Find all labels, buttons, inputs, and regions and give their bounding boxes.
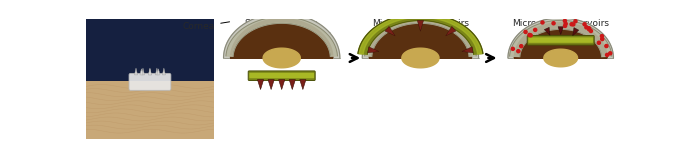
Circle shape	[528, 33, 531, 37]
Polygon shape	[364, 17, 476, 56]
Circle shape	[588, 28, 590, 31]
Circle shape	[583, 23, 586, 26]
Polygon shape	[268, 80, 274, 90]
Polygon shape	[231, 19, 333, 58]
Polygon shape	[86, 19, 214, 89]
Text: Self-implantable
micro-drug-reservoirs: Self-implantable micro-drug-reservoirs	[233, 20, 331, 39]
Polygon shape	[544, 49, 577, 67]
Circle shape	[563, 19, 566, 22]
Polygon shape	[462, 47, 473, 53]
FancyBboxPatch shape	[248, 71, 315, 80]
Polygon shape	[417, 20, 423, 31]
Polygon shape	[134, 68, 138, 75]
Text: Anterior chamber: Anterior chamber	[238, 40, 318, 57]
Text: Micro-drug-reservoirs
insertion and
implantation: Micro-drug-reservoirs insertion and impl…	[372, 20, 469, 49]
Circle shape	[600, 35, 603, 38]
Circle shape	[606, 53, 609, 56]
Polygon shape	[508, 18, 613, 58]
Polygon shape	[362, 13, 479, 58]
Polygon shape	[446, 26, 456, 36]
Circle shape	[534, 28, 537, 32]
Circle shape	[516, 50, 520, 53]
Circle shape	[585, 26, 588, 29]
Circle shape	[597, 41, 601, 44]
Polygon shape	[279, 80, 285, 90]
Text: Micro-drug-reservoirs
in cornea for
ocular drug delivery: Micro-drug-reservoirs in cornea for ocul…	[512, 20, 609, 49]
Circle shape	[511, 47, 514, 50]
Polygon shape	[140, 69, 143, 75]
Polygon shape	[402, 48, 439, 68]
FancyBboxPatch shape	[249, 73, 314, 78]
Polygon shape	[258, 80, 264, 90]
Circle shape	[572, 23, 575, 26]
Circle shape	[520, 45, 523, 48]
Circle shape	[529, 34, 532, 37]
Polygon shape	[157, 69, 160, 75]
Polygon shape	[368, 47, 379, 53]
Circle shape	[574, 20, 577, 23]
FancyBboxPatch shape	[129, 73, 171, 90]
FancyBboxPatch shape	[527, 36, 594, 45]
FancyBboxPatch shape	[528, 37, 593, 43]
Polygon shape	[162, 68, 166, 75]
Polygon shape	[369, 19, 471, 58]
Circle shape	[601, 38, 603, 41]
Polygon shape	[263, 48, 300, 68]
Circle shape	[552, 22, 555, 25]
Polygon shape	[226, 17, 338, 56]
Circle shape	[564, 22, 567, 25]
Polygon shape	[149, 68, 151, 75]
Circle shape	[524, 30, 527, 34]
Polygon shape	[300, 80, 306, 90]
Polygon shape	[155, 68, 158, 75]
Polygon shape	[558, 27, 564, 34]
Circle shape	[605, 44, 608, 48]
Polygon shape	[149, 69, 151, 75]
Circle shape	[609, 52, 612, 55]
Polygon shape	[289, 80, 295, 90]
Circle shape	[564, 24, 566, 27]
Polygon shape	[573, 28, 579, 36]
Polygon shape	[358, 13, 483, 54]
Polygon shape	[510, 20, 612, 56]
Circle shape	[589, 29, 593, 33]
Circle shape	[588, 27, 590, 30]
Polygon shape	[514, 23, 607, 58]
Circle shape	[541, 21, 544, 24]
Polygon shape	[223, 13, 340, 58]
Polygon shape	[141, 68, 145, 75]
Text: Cornea: Cornea	[183, 22, 229, 31]
Circle shape	[570, 23, 573, 26]
Polygon shape	[86, 81, 214, 139]
Polygon shape	[359, 14, 482, 54]
Polygon shape	[545, 27, 550, 35]
Polygon shape	[385, 26, 395, 36]
